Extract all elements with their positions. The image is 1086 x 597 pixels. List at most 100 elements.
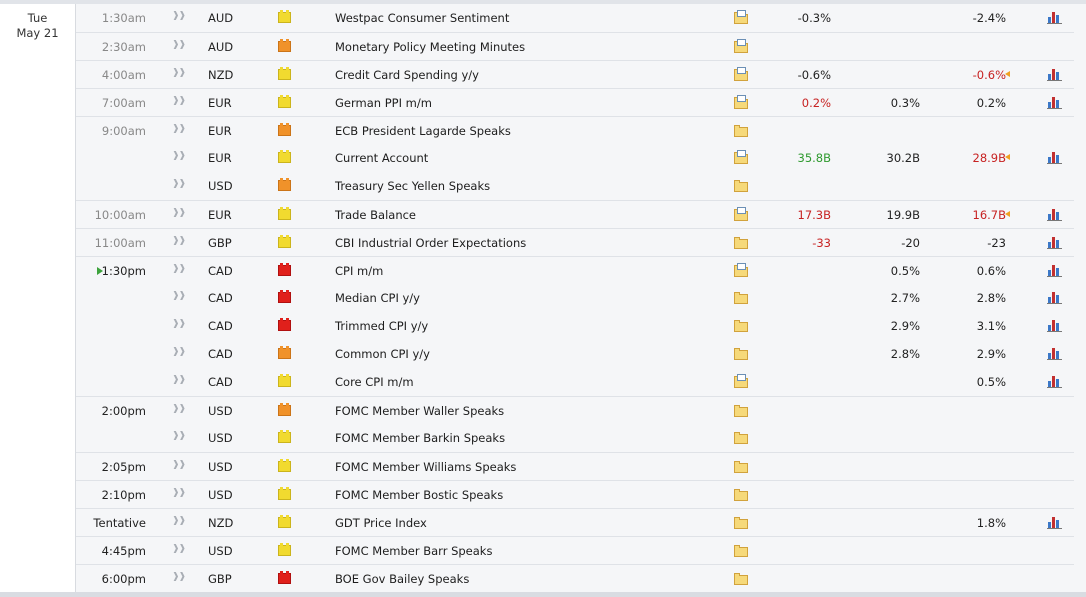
event-title[interactable]: Westpac Consumer Sentiment (335, 11, 510, 25)
actual-value: -0.6% (797, 68, 831, 82)
event-row[interactable]: Tentative ❱❱ NZD GDT Price Index 1.8% (76, 508, 1074, 537)
detail-folder-icon[interactable] (734, 263, 748, 277)
detail-folder-icon[interactable] (734, 292, 748, 304)
bar-chart-icon[interactable] (1047, 264, 1062, 277)
alert-icon[interactable]: ❱❱ (172, 375, 186, 385)
event-row[interactable]: 4:00am ❱❱ NZD Credit Card Spending y/y -0.6%… (76, 60, 1074, 89)
event-title[interactable]: Trade Balance (335, 208, 417, 222)
event-row[interactable]: 7:00am ❱❱ EUR German PPI m/m 0.2% 0.3% 0.2% (76, 88, 1074, 117)
detail-folder-icon[interactable] (734, 207, 748, 221)
event-row[interactable]: ❱❱ EUR Current Account 35.8B 30.2B 28.9B (76, 144, 1074, 172)
detail-folder-icon[interactable] (734, 39, 748, 53)
alert-icon[interactable]: ❱❱ (172, 488, 186, 498)
event-title[interactable]: Median CPI y/y (335, 291, 420, 305)
detail-folder-icon[interactable] (734, 150, 748, 164)
event-title[interactable]: FOMC Member Williams Speaks (335, 460, 517, 474)
currency-code: NZD (208, 68, 234, 82)
event-title[interactable]: GDT Price Index (335, 516, 427, 530)
alert-icon[interactable]: ❱❱ (172, 544, 186, 554)
bar-chart-icon[interactable] (1047, 96, 1062, 109)
event-row[interactable]: 4:45pm ❱❱ USD FOMC Member Barr Speaks (76, 536, 1074, 565)
event-title[interactable]: Common CPI y/y (335, 347, 430, 361)
event-title[interactable]: Monetary Policy Meeting Minutes (335, 40, 526, 54)
alert-icon[interactable]: ❱❱ (172, 151, 186, 161)
event-title[interactable]: FOMC Member Barr Speaks (335, 544, 493, 558)
event-title[interactable]: BOE Gov Bailey Speaks (335, 572, 470, 586)
alert-icon[interactable]: ❱❱ (172, 431, 186, 441)
detail-folder-icon[interactable] (734, 180, 748, 192)
alert-icon[interactable]: ❱❱ (172, 124, 186, 134)
alert-icon[interactable]: ❱❱ (172, 236, 186, 246)
detail-folder-icon[interactable] (734, 237, 748, 249)
bar-chart-icon[interactable] (1047, 347, 1062, 360)
alert-icon[interactable]: ❱❱ (172, 40, 186, 50)
event-title[interactable]: FOMC Member Barkin Speaks (335, 431, 506, 445)
alert-icon[interactable]: ❱❱ (172, 208, 186, 218)
detail-folder-icon[interactable] (734, 405, 748, 417)
detail-folder-icon[interactable] (734, 461, 748, 473)
alert-icon[interactable]: ❱❱ (172, 516, 186, 526)
event-row[interactable]: ❱❱ CAD Trimmed CPI y/y 2.9% 3.1% (76, 312, 1074, 340)
bar-chart-icon[interactable] (1047, 516, 1062, 529)
event-row[interactable]: ❱❱ CAD Median CPI y/y 2.7% 2.8% (76, 284, 1074, 312)
detail-folder-icon[interactable] (734, 10, 748, 24)
alert-icon[interactable]: ❱❱ (172, 179, 186, 189)
event-row[interactable]: 11:00am ❱❱ GBP CBI Industrial Order Expecta… (76, 228, 1074, 257)
event-row[interactable]: ❱❱ USD Treasury Sec Yellen Speaks (76, 172, 1074, 200)
detail-folder-icon[interactable] (734, 348, 748, 360)
detail-folder-icon[interactable] (734, 573, 748, 585)
event-title[interactable]: Core CPI m/m (335, 375, 414, 389)
event-row[interactable]: 1:30am ❱❱ AUD Westpac Consumer Sentiment -0.… (76, 4, 1074, 32)
alert-icon[interactable]: ❱❱ (172, 291, 186, 301)
bar-chart-icon[interactable] (1047, 208, 1062, 221)
bar-chart-icon[interactable] (1047, 291, 1062, 304)
bar-chart-icon[interactable] (1047, 11, 1062, 24)
event-title[interactable]: Credit Card Spending y/y (335, 68, 479, 82)
event-title[interactable]: German PPI m/m (335, 96, 432, 110)
event-row[interactable]: 2:00pm ❱❱ USD FOMC Member Waller Speaks (76, 396, 1074, 425)
bar-chart-icon[interactable] (1047, 319, 1062, 332)
detail-folder-icon[interactable] (734, 374, 748, 388)
bar-chart-icon[interactable] (1047, 375, 1062, 388)
actual-value: -33 (812, 236, 831, 250)
event-title[interactable]: CPI m/m (335, 264, 384, 278)
detail-folder-icon[interactable] (734, 432, 748, 444)
detail-folder-icon[interactable] (734, 545, 748, 557)
detail-folder-icon[interactable] (734, 517, 748, 529)
alert-icon[interactable]: ❱❱ (172, 404, 186, 414)
event-row[interactable]: 2:10pm ❱❱ USD FOMC Member Bostic Speaks (76, 480, 1074, 509)
bar-chart-icon[interactable] (1047, 236, 1062, 249)
alert-icon[interactable]: ❱❱ (172, 68, 186, 78)
event-row[interactable]: ❱❱ USD FOMC Member Barkin Speaks (76, 424, 1074, 452)
alert-icon[interactable]: ❱❱ (172, 319, 186, 329)
detail-folder-icon[interactable] (734, 489, 748, 501)
detail-folder-icon[interactable] (734, 67, 748, 81)
event-title[interactable]: ECB President Lagarde Speaks (335, 124, 511, 138)
event-title[interactable]: FOMC Member Bostic Speaks (335, 488, 504, 502)
event-row[interactable]: 1:30pm ❱❱ CAD CPI m/m 0.5% 0.6% (76, 256, 1074, 285)
event-row[interactable]: 2:05pm ❱❱ USD FOMC Member Williams Speaks (76, 452, 1074, 481)
event-title[interactable]: Trimmed CPI y/y (335, 319, 429, 333)
alert-icon[interactable]: ❱❱ (172, 572, 186, 582)
bar-chart-icon[interactable] (1047, 151, 1062, 164)
event-title[interactable]: Current Account (335, 151, 429, 165)
detail-folder-icon[interactable] (734, 320, 748, 332)
event-title[interactable]: Treasury Sec Yellen Speaks (335, 179, 491, 193)
event-row[interactable]: 2:30am ❱❱ AUD Monetary Policy Meeting Minut… (76, 32, 1074, 61)
alert-icon[interactable]: ❱❱ (172, 460, 186, 470)
detail-folder-icon[interactable] (734, 125, 748, 137)
detail-folder-icon[interactable] (734, 95, 748, 109)
event-row[interactable]: ❱❱ CAD Common CPI y/y 2.8% 2.9% (76, 340, 1074, 368)
event-row[interactable]: 6:00pm ❱❱ GBP BOE Gov Bailey Speaks (76, 564, 1074, 593)
alert-icon[interactable]: ❱❱ (172, 347, 186, 357)
bar-chart-icon[interactable] (1047, 68, 1062, 81)
alert-icon[interactable]: ❱❱ (172, 11, 186, 21)
alert-icon[interactable]: ❱❱ (172, 96, 186, 106)
event-time: 4:45pm (101, 544, 146, 558)
event-row[interactable]: 10:00am ❱❱ EUR Trade Balance 17.3B 19.9B 16.7B (76, 200, 1074, 229)
event-row[interactable]: ❱❱ CAD Core CPI m/m 0.5% (76, 368, 1074, 396)
event-title[interactable]: CBI Industrial Order Expectations (335, 236, 527, 250)
event-title[interactable]: FOMC Member Waller Speaks (335, 404, 505, 418)
event-row[interactable]: 9:00am ❱❱ EUR ECB President Lagarde Speaks (76, 116, 1074, 145)
alert-icon[interactable]: ❱❱ (172, 264, 186, 274)
